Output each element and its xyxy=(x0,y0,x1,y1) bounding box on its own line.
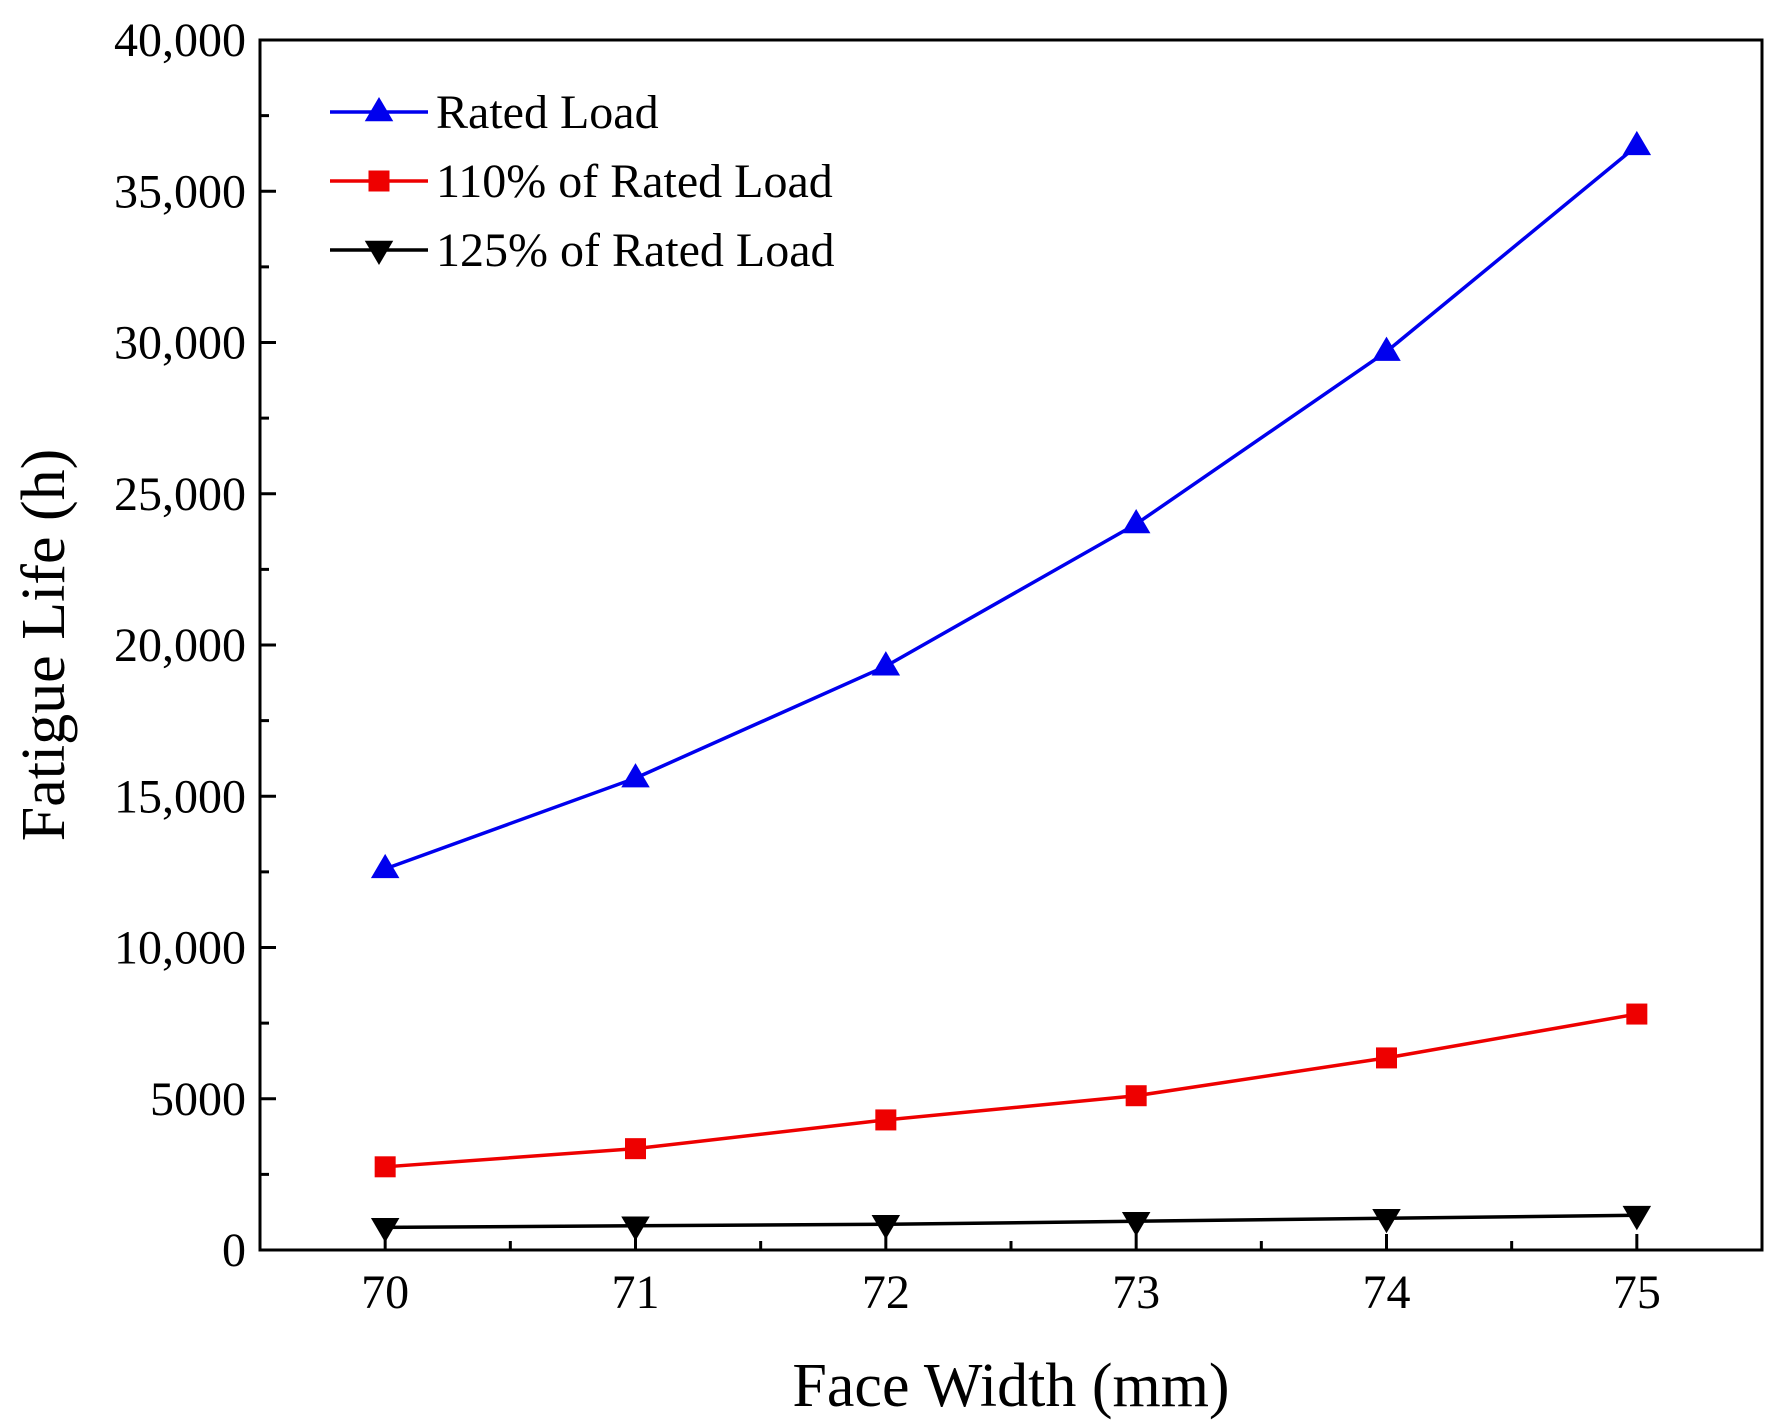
data-point xyxy=(374,1156,396,1178)
x-tick-label: 71 xyxy=(612,1266,660,1319)
data-point xyxy=(621,763,650,788)
x-tick-label: 74 xyxy=(1363,1266,1411,1319)
x-tick-label: 72 xyxy=(862,1266,910,1319)
data-point xyxy=(1121,509,1151,534)
data-point xyxy=(871,651,901,676)
legend-label: 125% of Rated Load xyxy=(436,224,835,277)
legend-label: 110% of Rated Load xyxy=(436,155,833,208)
legend: Rated Load 110% of Rated Load 125% of Rate… xyxy=(330,86,835,277)
y-tick-label: 20,000 xyxy=(114,619,246,672)
series-1 xyxy=(370,130,1652,879)
plot-frame xyxy=(258,38,1764,1252)
y-tick-label: 10,000 xyxy=(114,922,246,975)
data-point xyxy=(370,1218,400,1243)
data-point xyxy=(1626,1003,1648,1025)
series-line xyxy=(385,1012,1638,1169)
data-point xyxy=(370,853,400,879)
data-point xyxy=(1622,1205,1652,1231)
legend-marker xyxy=(364,240,394,265)
legend-marker xyxy=(368,170,390,192)
y-tick-label: 25,000 xyxy=(114,468,246,521)
series-line xyxy=(385,1213,1637,1230)
y-tick-label: 35,000 xyxy=(114,165,246,218)
y-tick-label: 30,000 xyxy=(114,317,246,370)
data-point xyxy=(1121,1211,1151,1237)
data-point xyxy=(1622,130,1652,156)
x-axis-title: Face Width (mm) xyxy=(792,1352,1229,1420)
x-tick-label: 75 xyxy=(1613,1266,1661,1319)
legend-label: Rated Load xyxy=(436,86,659,139)
y-tick-label: 5000 xyxy=(150,1073,246,1126)
legend-marker xyxy=(364,97,394,122)
legend-entry: Rated Load xyxy=(330,86,659,139)
x-tick-label: 70 xyxy=(361,1266,409,1319)
data-point xyxy=(871,1214,901,1240)
series-3 xyxy=(370,1205,1652,1243)
y-tick-label: 0 xyxy=(222,1224,246,1277)
data-point xyxy=(1372,1208,1401,1234)
data-point xyxy=(1376,1047,1397,1069)
data-point xyxy=(1125,1085,1147,1107)
data-point xyxy=(625,1138,646,1160)
series-line xyxy=(384,144,1638,871)
data-point xyxy=(875,1109,897,1131)
y-tick-label: 40,000 xyxy=(114,14,246,67)
y-tick-label: 15,000 xyxy=(114,770,246,823)
legend-entry: 125% of Rated Load xyxy=(330,224,835,277)
x-tick-label: 73 xyxy=(1112,1266,1160,1319)
data-point xyxy=(621,1216,650,1241)
series-2 xyxy=(374,1003,1648,1178)
series-layer xyxy=(370,130,1652,1243)
data-point xyxy=(1372,336,1401,361)
legend-entry: 110% of Rated Load xyxy=(330,155,833,208)
axis-ticks: 0 5000 10,000 15,000 20,000 25,000 30,000 35,00… xyxy=(114,14,1764,1319)
y-axis-title: Fatigue Life (h) xyxy=(10,449,78,842)
